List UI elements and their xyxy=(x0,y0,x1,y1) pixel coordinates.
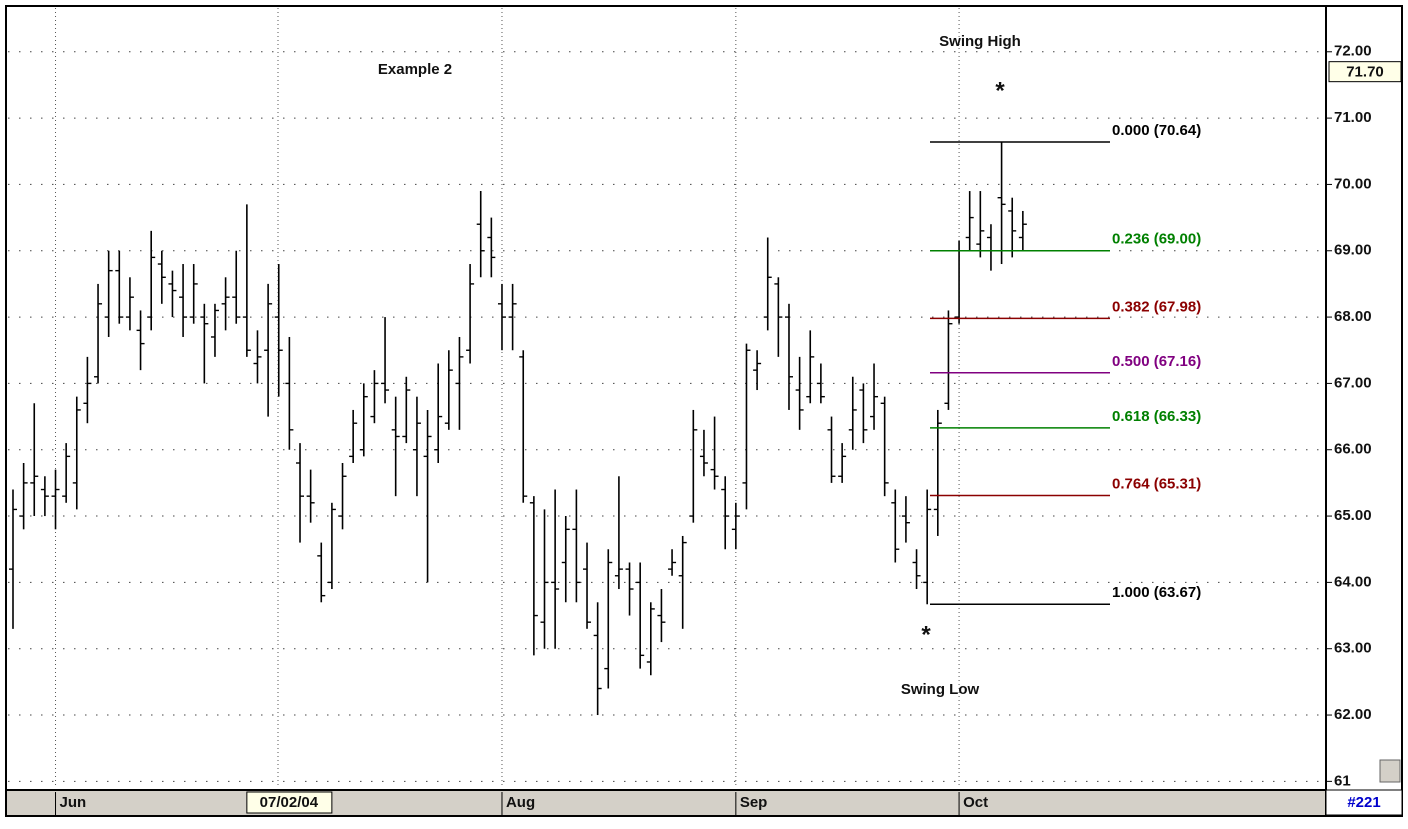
y-tick-label: 72.00 xyxy=(1334,43,1372,60)
fib-label: 0.382 (67.98) xyxy=(1112,298,1201,315)
y-tick-label: 61 xyxy=(1334,772,1351,789)
annotation: Swing High xyxy=(939,33,1021,50)
footer-label: #221 xyxy=(1347,794,1380,811)
fib-label: 0.500 (67.16) xyxy=(1112,353,1201,370)
cursor-price-box xyxy=(1328,61,1402,83)
annotation: * xyxy=(995,77,1005,104)
annotation: Swing Low xyxy=(901,681,980,698)
cursor-price-label: 71.70 xyxy=(1346,64,1384,81)
y-tick-label: 68.00 xyxy=(1334,308,1372,325)
footer-box xyxy=(1325,789,1403,816)
x-tick-label: 07/02/04 xyxy=(260,794,319,811)
annotation: * xyxy=(921,621,931,648)
fib-label: 0.000 (70.64) xyxy=(1112,122,1201,139)
fib-label: 0.618 (66.33) xyxy=(1112,408,1201,425)
y-tick-label: 66.00 xyxy=(1334,441,1372,458)
y-tick-label: 70.00 xyxy=(1334,175,1372,192)
date-axis-bar xyxy=(7,790,1326,815)
x-tick-label: Oct xyxy=(963,794,988,811)
y-tick-label: 65.00 xyxy=(1334,507,1372,524)
corner-icon xyxy=(1379,759,1401,783)
cursor-date-box xyxy=(246,791,333,814)
y-tick-label: 64.00 xyxy=(1334,573,1372,590)
y-tick-label: 62.00 xyxy=(1334,706,1372,723)
y-tick-label: 67.00 xyxy=(1334,374,1372,391)
frame xyxy=(5,5,1403,817)
x-tick-label: Jun xyxy=(60,794,87,811)
fib-label: 0.236 (69.00) xyxy=(1112,231,1201,248)
fib-label: 0.764 (65.31) xyxy=(1112,475,1201,492)
annotation: Example 2 xyxy=(378,61,452,78)
x-tick-label: Sep xyxy=(740,794,768,811)
y-tick-label: 69.00 xyxy=(1334,242,1372,259)
fib-label: 1.000 (63.67) xyxy=(1112,584,1201,601)
y-tick-label: 63.00 xyxy=(1334,640,1372,657)
x-tick-label: Aug xyxy=(506,794,535,811)
y-tick-label: 71.00 xyxy=(1334,109,1372,126)
